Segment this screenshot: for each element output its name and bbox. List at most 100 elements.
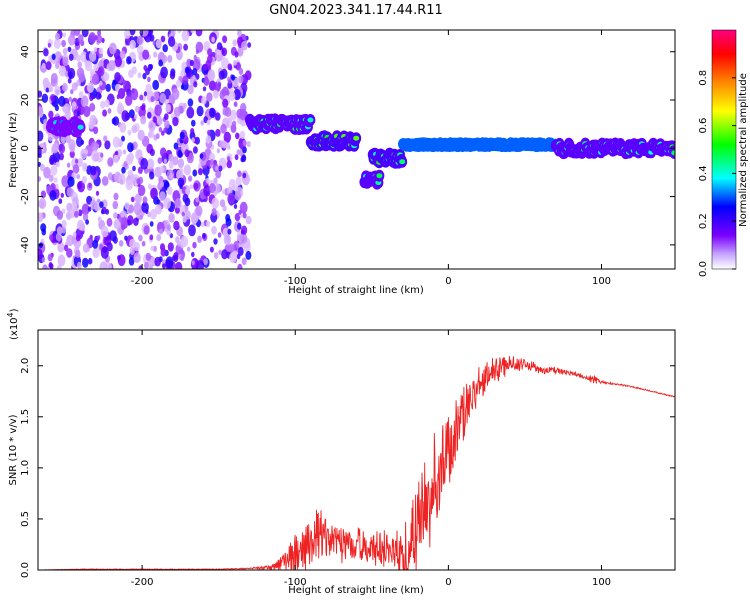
spectrogram-blob xyxy=(68,139,76,151)
spectrogram-blob xyxy=(76,136,83,147)
spectrogram-blob xyxy=(104,99,110,108)
spectrogram-blob xyxy=(234,213,241,222)
spectrogram-blob xyxy=(57,254,66,267)
spectrogram-blob xyxy=(118,173,126,185)
spectrogram-blob xyxy=(152,79,160,91)
spectrogram-blob xyxy=(61,39,66,48)
spectrogram-blob xyxy=(196,105,204,117)
spectrogram-blob xyxy=(187,84,194,95)
spectrogram-blob xyxy=(147,64,153,72)
spectrogram-blob xyxy=(82,213,89,222)
spectrogram-band-core xyxy=(77,124,84,130)
spectrogram-blob xyxy=(245,250,252,260)
spectrogram-blob xyxy=(89,102,96,112)
spectrogram-blob xyxy=(182,75,189,85)
spectrogram-blob xyxy=(121,166,126,174)
spectrogram-blob xyxy=(97,30,102,36)
spectrogram-blob xyxy=(87,206,92,212)
spectrogram-blob xyxy=(56,226,63,235)
spectrogram-blob xyxy=(221,140,228,149)
spectrogram-blob xyxy=(99,80,103,86)
spectrogram-blob xyxy=(241,154,247,163)
spectrogram-blob xyxy=(109,42,117,55)
spectrogram-blob xyxy=(205,135,212,144)
colorbar-tick-label: 0.2 xyxy=(698,213,709,229)
spectrogram-blob xyxy=(122,79,127,86)
snr-x-tick-label: 100 xyxy=(592,577,611,588)
snr-y-tick-label: 0.0 xyxy=(20,562,31,578)
spectrogram-blob xyxy=(200,221,205,227)
spectrogram-blob xyxy=(75,249,81,258)
spectrogram-blob xyxy=(188,224,196,237)
spectrogram-blob xyxy=(246,140,251,148)
spectrogram-blob xyxy=(124,235,128,241)
spectrogram-blob xyxy=(233,204,238,209)
spectrogram-blob xyxy=(216,49,221,56)
spectrogram-blob xyxy=(199,153,204,159)
spectrogram-x-axis-label: Height of straight line (km) xyxy=(288,285,424,296)
spectrogram-blob xyxy=(88,32,97,44)
spectrogram-blob xyxy=(166,224,171,231)
spectrogram-blob xyxy=(66,187,73,197)
spectrogram-blob xyxy=(231,74,236,81)
spectrogram-blob xyxy=(100,152,104,158)
spectrogram-blob xyxy=(126,56,132,65)
spectrogram-blob xyxy=(156,116,163,126)
spectrogram-blob xyxy=(147,111,152,119)
spectrogram-blob xyxy=(174,198,182,209)
spectrogram-blob xyxy=(134,114,138,120)
spectrogram-blob xyxy=(149,208,157,220)
spectrogram-blob xyxy=(143,225,150,235)
spectrogram-blob xyxy=(118,240,124,247)
spectrogram-blob xyxy=(152,116,157,123)
spectrogram-blob xyxy=(143,91,148,97)
spectrogram-blob xyxy=(52,151,61,163)
spectrogram-blob xyxy=(55,62,60,69)
snr-frame xyxy=(37,329,676,571)
spectrogram-blob xyxy=(130,88,139,101)
spectrogram-blob xyxy=(113,212,118,219)
spectrogram-y-axis-label: Frequency (Hz) xyxy=(8,112,19,188)
spectrogram-blob xyxy=(60,192,64,198)
spectrogram-blob xyxy=(127,142,134,153)
spectrogram-blob xyxy=(68,53,74,61)
spectrogram-blob xyxy=(89,94,94,102)
spectrogram-blob xyxy=(69,150,75,159)
spectrogram-blob xyxy=(72,164,80,174)
colorbar: 0.0 0.2 0.4 0.6 0.8 Normalized spectral ampl… xyxy=(698,29,749,277)
spectrogram-blob xyxy=(113,192,119,201)
spectrogram-blob xyxy=(92,239,99,249)
snr-x-tick-label: -200 xyxy=(131,577,154,588)
spectrogram-blob xyxy=(83,106,91,118)
spectrogram-blob xyxy=(167,55,173,63)
spectrogram-blob xyxy=(48,110,54,119)
spectrogram-band-core xyxy=(671,150,675,156)
spectrogram-blob xyxy=(89,114,97,126)
spectrogram-blob xyxy=(221,249,228,260)
spectrogram-blob xyxy=(57,241,65,253)
spectrogram-blob xyxy=(193,81,198,88)
spectrogram-blob xyxy=(200,120,204,126)
spectrogram-blob xyxy=(109,230,117,242)
spectrogram-blob xyxy=(234,190,242,201)
spectrogram-blob xyxy=(235,132,240,140)
spectrogram-blob xyxy=(74,82,79,88)
spectrogram-blob xyxy=(160,35,166,43)
spectrogram-blob xyxy=(49,190,57,201)
spectrogram-blob xyxy=(146,158,155,170)
spectrogram-blob xyxy=(158,127,163,133)
spectrogram-blob xyxy=(67,78,72,84)
spectrogram-blob xyxy=(234,51,239,58)
spectrogram-blob xyxy=(156,234,162,242)
spectrogram-blob xyxy=(38,90,43,98)
spectrogram-blob xyxy=(56,210,63,220)
spectrogram-blob xyxy=(61,220,67,228)
spectrogram-blob xyxy=(177,177,185,188)
spectrogram-blob xyxy=(169,71,176,80)
spectrogram-blob xyxy=(219,199,226,208)
spectrogram-blob xyxy=(38,248,43,261)
spectrogram-blob xyxy=(221,47,228,57)
spectrogram-y-tick-label: -20 xyxy=(20,188,31,204)
spectrogram-blob xyxy=(191,251,195,258)
spectrogram-blob xyxy=(209,158,215,166)
